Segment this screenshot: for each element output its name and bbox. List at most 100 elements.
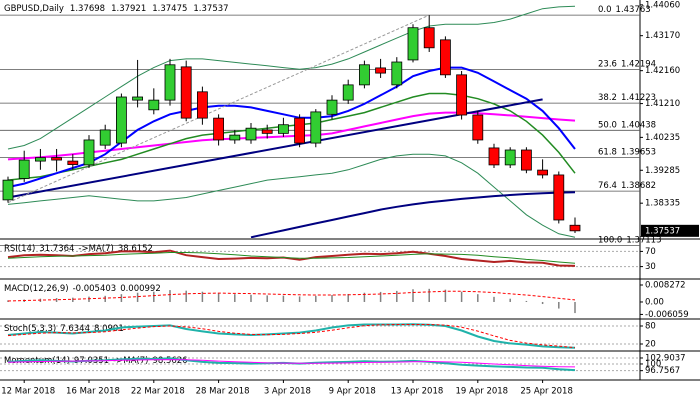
candle-body	[375, 67, 387, 74]
x-tick-label: 12 Mar 2018	[1, 387, 55, 397]
fib-level-name: 61.8	[598, 147, 617, 157]
indicator-line	[7, 290, 576, 302]
candle-body	[116, 96, 127, 144]
y-tick-label: 1.42160	[645, 66, 680, 76]
candle-body	[35, 157, 46, 162]
candle-body	[196, 91, 208, 119]
y-tick-label: 30	[645, 262, 656, 272]
header-title: MACD(12,26,9)	[4, 284, 69, 294]
indicator-line	[7, 249, 576, 267]
candle-body	[180, 66, 192, 119]
fib-label: 38.2 1.41223	[598, 93, 656, 103]
candle-body	[18, 159, 30, 179]
x-tick-label: 28 Mar 2018	[196, 387, 250, 397]
candle-body	[277, 124, 289, 134]
indicator-line	[7, 323, 576, 349]
candle-body	[488, 147, 500, 166]
header-value: 98.5626	[152, 356, 187, 366]
candle-body	[245, 127, 257, 141]
legend-name: ->MA(7)	[78, 244, 113, 254]
fib-level-price: 1.43763	[616, 5, 651, 15]
x-tick-label: 9 Apr 2018	[329, 387, 376, 397]
header-value: 1.37921	[111, 4, 146, 14]
panel-header: RSI(14) 31.7364 ->MA(7) 38.6152	[4, 244, 153, 254]
indicator-line	[7, 5, 576, 150]
candle-body	[407, 27, 419, 61]
indicator-line	[7, 111, 576, 161]
fib-label: 50.0 1.40438	[598, 120, 656, 130]
header-value: 38.6152	[118, 244, 153, 254]
candle-body	[213, 117, 225, 141]
candle-body	[148, 99, 160, 111]
fib-level-price: 1.41223	[621, 93, 656, 103]
header-value: 7.6344	[60, 324, 90, 334]
candle-body	[294, 117, 306, 144]
candle-body	[456, 74, 468, 116]
price-marker-label: 1.37537	[645, 226, 680, 236]
y-tick-label: 100	[645, 359, 661, 369]
header-value: 1.37698	[70, 4, 105, 14]
candle-body	[537, 169, 548, 176]
fib-label: 76.4 1.38682	[598, 181, 656, 191]
header-value: -0.005403	[73, 284, 117, 294]
candle-body	[51, 157, 62, 161]
x-tick-label: 16 Mar 2018	[66, 387, 120, 397]
x-tick-label: 19 Apr 2018	[456, 387, 509, 397]
candle-body	[229, 134, 241, 141]
candle-body	[472, 114, 484, 141]
indicator-line	[7, 14, 430, 204]
y-tick-label: 1.44060	[645, 0, 680, 10]
candle-body	[521, 149, 532, 171]
y-tick-label: 1.40235	[645, 133, 680, 143]
indicator-line	[7, 92, 576, 181]
header-value: 0.000992	[120, 284, 161, 294]
fib-level-price: 1.37113	[626, 235, 661, 245]
candle-body	[310, 111, 322, 144]
fib-level-price: 1.40438	[621, 120, 656, 130]
candle-body	[504, 149, 516, 166]
x-tick-label: 25 Apr 2018	[520, 387, 573, 397]
indicator-line	[7, 252, 576, 264]
fib-label: 100.0 1.37113	[598, 235, 662, 245]
candle-body	[67, 160, 79, 165]
fib-level-name: 38.2	[598, 93, 617, 103]
y-tick-label: 20	[645, 340, 656, 350]
y-tick-label: 0.00	[645, 297, 664, 307]
fib-label: 61.8 1.39653	[598, 147, 656, 157]
header-value: 1.37475	[152, 4, 187, 14]
y-tick-label: 80	[645, 322, 656, 332]
fib-level-name: 100.0	[598, 235, 622, 245]
header-value: 1.37537	[193, 4, 228, 14]
candle-body	[553, 174, 565, 221]
y-tick-label: 102.9037	[645, 353, 686, 363]
y-tick-label: 0.008272	[645, 280, 686, 290]
fib-level-name: 50.0	[598, 120, 617, 130]
candle-body	[358, 64, 370, 86]
header-value: 8.0901	[94, 324, 124, 334]
fib-level-price: 1.42194	[621, 59, 656, 69]
fib-level-name: 0.0	[598, 5, 612, 15]
candle-body	[391, 61, 403, 86]
indicator-line	[250, 191, 576, 238]
fib-label: 23.6 1.42194	[598, 59, 656, 69]
indicator-line	[7, 98, 543, 199]
fib-label: 0.0 1.43763	[598, 5, 651, 15]
y-tick-label: 1.43170	[645, 31, 680, 41]
y-tick-label: 96.7567	[645, 366, 680, 376]
candle-body	[132, 96, 144, 101]
x-tick-label: 22 Mar 2018	[131, 387, 185, 397]
header-title: GBPUSD,Daily	[4, 4, 64, 14]
price-marker	[641, 224, 699, 237]
y-tick-label: -0.006059	[645, 310, 689, 320]
y-tick-label: 1.39285	[645, 166, 680, 176]
y-tick-label: 1.41210	[645, 99, 680, 109]
indicator-line	[7, 66, 576, 189]
fib-level-name: 76.4	[598, 181, 617, 191]
indicator-line	[7, 359, 576, 368]
x-tick-label: 13 Apr 2018	[391, 387, 444, 397]
candle-body	[439, 39, 451, 76]
panel-header: Stoch(5,3,3) 7.6344 8.0901	[4, 324, 124, 334]
fib-level-price: 1.38682	[621, 181, 656, 191]
